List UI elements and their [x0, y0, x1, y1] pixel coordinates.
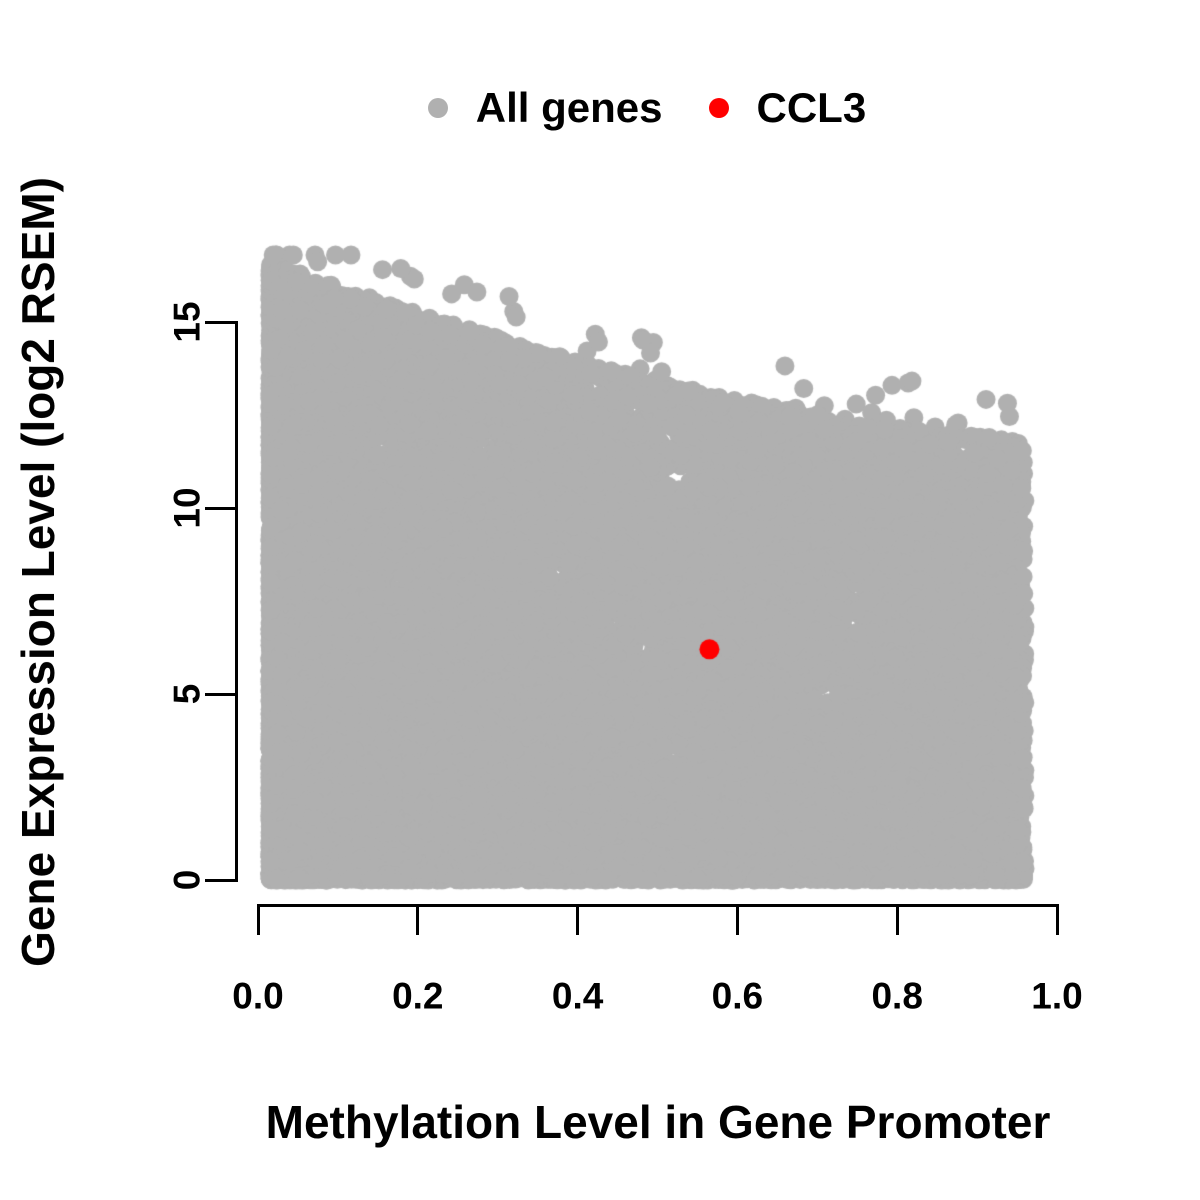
x-axis-title: Methylation Level in Gene Promoter [265, 1096, 1051, 1148]
x-tick-label: 0.2 [392, 975, 444, 1017]
y-tick-mark [205, 506, 235, 510]
x-tick-label: 0.6 [711, 975, 764, 1017]
y-axis-title: Gene Expression Level (log2 RSEM) [12, 177, 64, 967]
y-tick-label: 5 [166, 683, 208, 705]
legend: All genes CCL3 [237, 84, 1057, 132]
x-tick-label: 0.0 [232, 975, 284, 1017]
x-tick-label: 0.4 [551, 975, 604, 1017]
x-axis-line [256, 903, 1059, 907]
legend-marker-all-genes-icon [427, 98, 448, 118]
legend-item-all-genes: All genes [427, 84, 663, 131]
y-tick-mark [205, 878, 235, 882]
y-tick-mark [205, 320, 235, 324]
x-tick-mark [256, 904, 260, 935]
legend-marker-ccl3-icon [708, 98, 729, 118]
y-tick-label: 10 [166, 487, 208, 529]
y-axis-line [234, 320, 238, 882]
legend-label-all-genes: All genes [475, 84, 663, 131]
y-tick-label: 15 [166, 301, 208, 343]
y-tick-label: 0 [166, 869, 208, 891]
x-tick-mark [416, 904, 420, 935]
x-tick-mark [895, 904, 899, 935]
y-tick-mark [205, 692, 235, 696]
legend-item-ccl3: CCL3 [708, 84, 867, 131]
x-tick-label: 1.0 [1031, 975, 1083, 1017]
x-tick-mark [735, 904, 739, 935]
x-tick-mark [576, 904, 580, 935]
x-tick-label: 0.8 [871, 975, 923, 1017]
legend-label-ccl3: CCL3 [756, 84, 867, 131]
x-tick-mark [1055, 904, 1059, 935]
